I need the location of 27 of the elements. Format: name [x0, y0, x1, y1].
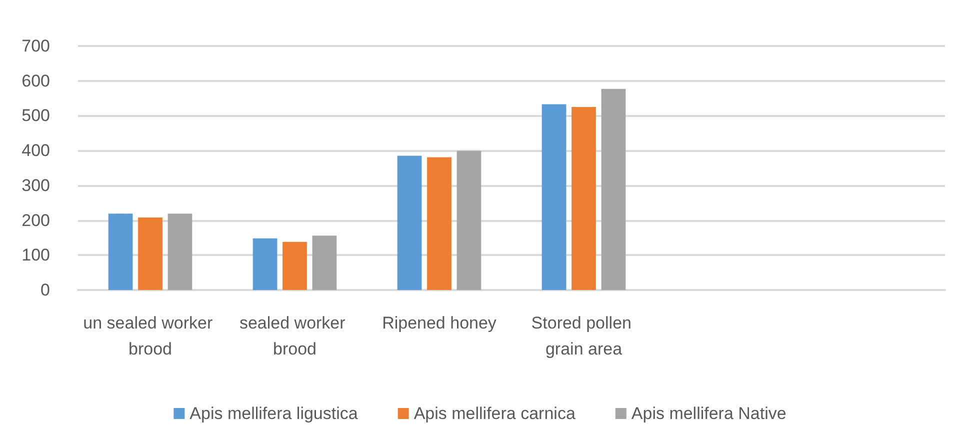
y-tick-label: 500	[22, 106, 50, 126]
bar	[456, 150, 482, 290]
y-tick-label: 100	[22, 246, 50, 265]
bar	[572, 107, 596, 290]
y-tick-label: 200	[22, 210, 50, 230]
x-tick-label: un sealed worker brood	[83, 314, 218, 358]
bar	[427, 157, 452, 290]
y-tick-label: 300	[22, 176, 50, 195]
bar	[601, 88, 626, 290]
y-tick-label: 400	[22, 141, 50, 160]
y-tick-label: 600	[22, 71, 50, 90]
bar	[138, 217, 162, 290]
x-tick-label: sealed worker brood	[239, 314, 350, 358]
legend-label: Apis mellifera ligustica	[190, 404, 358, 423]
x-tick-label: Stored pollen grain area	[531, 314, 636, 358]
y-tick-label: 700	[22, 36, 50, 56]
bar	[312, 236, 337, 290]
bar	[168, 214, 192, 290]
x-tick-label: Ripened honey	[382, 314, 497, 332]
bar	[108, 214, 133, 290]
bar	[397, 156, 422, 290]
y-tick-label: 0	[40, 280, 50, 300]
legend-label: Apis mellifera carnica	[414, 404, 576, 423]
bar	[252, 238, 278, 290]
bar	[542, 104, 566, 290]
bar	[282, 242, 307, 290]
legend-label: Apis mellifera Native	[631, 404, 786, 423]
